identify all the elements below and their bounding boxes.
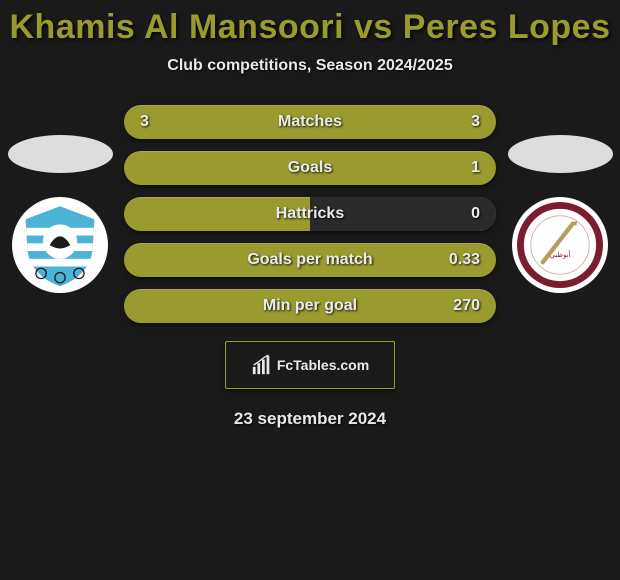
stat-right-value: 0.33 xyxy=(449,251,480,269)
stat-bar: Goals per match0.33 xyxy=(124,243,496,277)
stats-column: 3Matches3 Goals1 Hattricks0 Goals per match… xyxy=(118,105,502,323)
stat-right-value: 1 xyxy=(471,159,480,177)
stat-label: Hattricks xyxy=(124,205,496,223)
stat-bar: Hattricks0 xyxy=(124,197,496,231)
chart-icon xyxy=(251,354,273,376)
stat-bar: Min per goal270 xyxy=(124,289,496,323)
stat-bar: 3Matches3 xyxy=(124,105,496,139)
stat-right-value: 3 xyxy=(471,113,480,131)
left-flag-icon xyxy=(8,135,113,173)
stat-label: Matches xyxy=(124,113,496,131)
brand-label: FcTables.com xyxy=(277,357,369,373)
page-title: Khamis Al Mansoori vs Peres Lopes xyxy=(0,8,620,47)
stat-bar: Goals1 xyxy=(124,151,496,185)
right-flag-icon xyxy=(508,135,613,173)
right-club-badge-icon: أبوظبي xyxy=(512,197,608,293)
stat-label: Goals per match xyxy=(124,251,496,269)
comparison-card: Khamis Al Mansoori vs Peres Lopes Club c… xyxy=(0,0,620,429)
left-club-badge-icon xyxy=(12,197,108,293)
date-text: 23 september 2024 xyxy=(0,409,620,429)
right-player-column: أبوظبي xyxy=(502,135,618,293)
stat-right-value: 270 xyxy=(453,297,480,315)
main-row: 3Matches3 Goals1 Hattricks0 Goals per match… xyxy=(0,105,620,323)
brand-box[interactable]: FcTables.com xyxy=(225,341,395,389)
stat-label: Goals xyxy=(124,159,496,177)
stat-label: Min per goal xyxy=(124,297,496,315)
subtitle: Club competitions, Season 2024/2025 xyxy=(0,57,620,75)
stat-right-value: 0 xyxy=(471,205,480,223)
left-player-column xyxy=(2,135,118,293)
